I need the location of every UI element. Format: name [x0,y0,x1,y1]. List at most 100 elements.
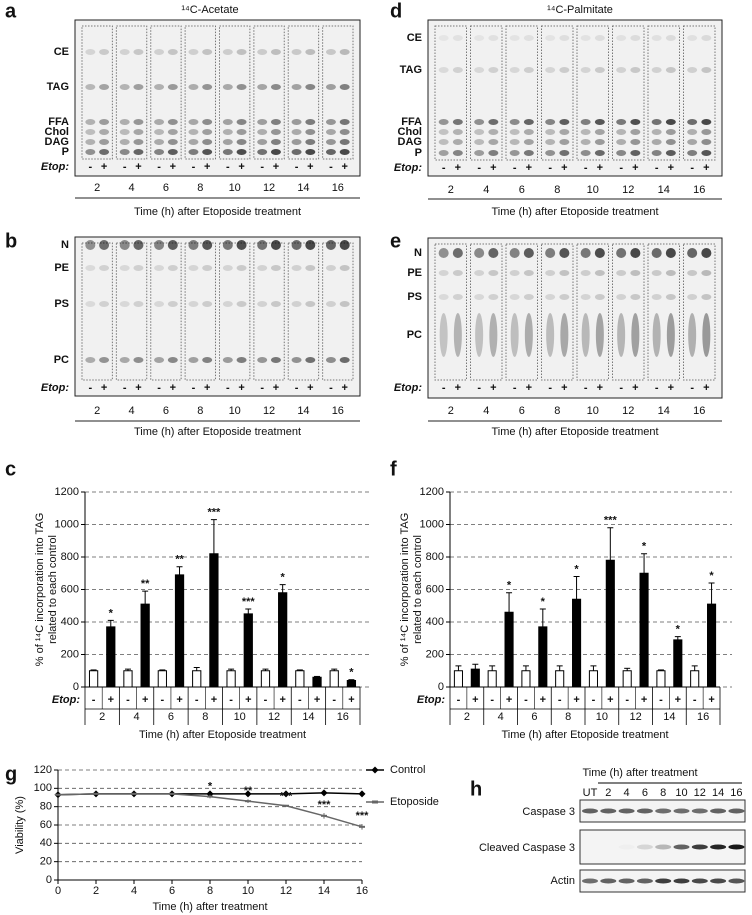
blot-band [710,808,727,814]
tlc-spot [119,49,130,55]
tlc-spot [509,119,520,125]
sign-label: - [260,382,264,394]
tlc-streak [581,313,590,357]
tlc-spot [270,139,281,145]
tlc-spot [545,119,556,125]
lane-box [287,242,320,381]
tlc-spot [509,35,520,41]
tlc-spot [236,357,247,363]
y-tick-label: 40 [40,837,52,849]
tlc-spot [701,119,712,125]
time-label: 8 [554,184,560,196]
y-axis-title: % of ¹⁴C incorporation into TAG [399,513,411,667]
tlc-spot [559,139,570,145]
tlc-spot [651,119,662,125]
tlc-spot [167,119,178,125]
time-label: 6 [163,182,169,194]
tlc-spot [452,129,463,135]
tlc-spot [509,139,520,145]
tlc-spot [236,301,247,307]
sign-label: - [477,162,481,174]
x-axis-title: Time (h) after Etoposide treatment [491,206,658,218]
x-tick-label: 14 [302,711,314,723]
sign-label: + [307,382,313,394]
tlc-spot [167,301,178,307]
time-label: 8 [197,405,203,417]
significance: * [676,624,681,636]
tlc-spot [616,248,627,258]
tlc-spot [257,240,268,250]
tlc-spot [545,67,556,73]
bar [572,598,582,688]
tlc-spot [630,150,641,156]
tlc-spot [305,119,316,125]
tlc-spot [85,149,96,155]
tlc-spot [509,150,520,156]
significance: * [642,541,647,553]
tlc-spot [438,35,449,41]
sign-label: - [195,694,199,706]
tlc-spot [188,240,199,250]
panel-letter: a [5,0,17,22]
tlc-spot [474,248,485,258]
time-label: 12 [263,182,275,194]
tlc-spot [559,35,570,41]
tlc-spot [99,139,110,145]
time-label: 14 [297,182,309,194]
panel-letter: h [470,778,482,800]
tlc-spot [305,49,316,55]
lane-label: 12 [694,787,706,799]
tlc-streak [524,313,533,357]
tlc-spot [291,119,302,125]
tlc-spot [133,129,144,135]
lane-box [115,242,148,381]
tlc-spot [270,84,281,90]
tlc-spot [325,301,336,307]
row-label: Etop: [417,694,445,706]
tlc-spot [339,265,350,271]
y-axis-title: Viability (%) [14,796,26,854]
tlc-spot [559,150,570,156]
sign-label: + [101,382,107,394]
tlc-spot [202,49,213,55]
x-tick-label: 2 [93,885,99,897]
bar [555,670,565,688]
tlc-spot [488,67,499,73]
tlc-spot [305,149,316,155]
tlc-spot [325,119,336,125]
significance: *** [604,515,618,527]
tlc-streak [688,313,697,357]
blot-band [655,844,672,850]
sign-label: - [332,694,336,706]
sign-label: + [703,162,709,174]
time-label: 8 [554,405,560,417]
legend-marker [371,766,379,774]
tlc-spot [188,119,199,125]
tlc-spot [291,49,302,55]
x-tick-label: 2 [464,711,470,723]
band-label: DAG [45,136,69,148]
bar [346,680,357,688]
tlc-spot [270,149,281,155]
bar [209,553,219,688]
tlc-spot [188,84,199,90]
tlc-spot [523,294,534,300]
tlc-spot [701,35,712,41]
tlc-streak [631,313,640,357]
tlc-spot [99,119,110,125]
y-tick-label: 1000 [55,518,79,530]
bar [504,611,514,688]
tlc-spot [488,294,499,300]
tlc-spot [545,270,556,276]
band-label: CE [407,32,422,44]
panel-letter: e [390,230,401,252]
tlc-streak [666,313,675,357]
bar [140,603,150,688]
tlc-spot [99,265,110,271]
lane-box [150,242,182,381]
tlc-spot [545,294,556,300]
x-tick-label: 6 [169,885,175,897]
tlc-spot [99,49,110,55]
blot-band [636,844,653,850]
tlc-spot [291,265,302,271]
